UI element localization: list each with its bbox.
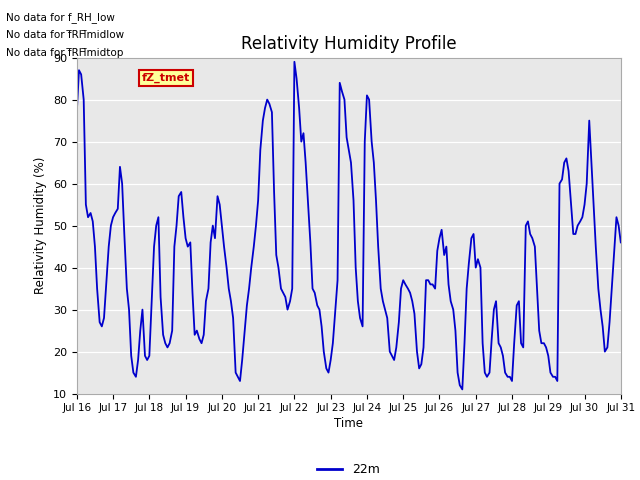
Text: No data for f_RH_low: No data for f_RH_low	[6, 12, 115, 23]
Legend: 22m: 22m	[312, 458, 385, 480]
Title: Relativity Humidity Profile: Relativity Humidity Profile	[241, 35, 456, 53]
Text: No data for f̅RH̅midtop: No data for f̅RH̅midtop	[6, 48, 124, 59]
Text: No data for f̅RH̅midlow: No data for f̅RH̅midlow	[6, 30, 125, 40]
Y-axis label: Relativity Humidity (%): Relativity Humidity (%)	[35, 157, 47, 294]
X-axis label: Time: Time	[334, 418, 364, 431]
Text: fZ_tmet: fZ_tmet	[142, 73, 190, 84]
